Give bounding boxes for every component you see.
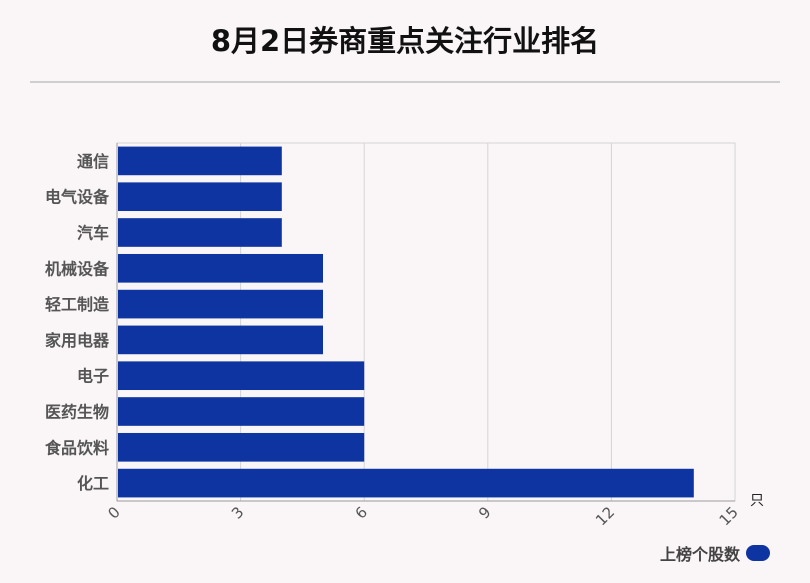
x-tick-label: 6 [352, 503, 371, 522]
bar [118, 397, 365, 426]
x-tick-label: 9 [475, 503, 494, 522]
category-label: 家用电器 [45, 331, 110, 350]
category-label: 医药生物 [45, 403, 109, 422]
bar [118, 146, 282, 176]
category-label: 机械设备 [45, 259, 110, 278]
legend: 上榜个股数 [660, 541, 770, 565]
category-label: 汽车 [77, 224, 109, 243]
x-tick-label: 0 [104, 503, 123, 522]
category-label: 食品饮料 [44, 438, 109, 457]
legend-swatch [746, 545, 770, 561]
category-label: 电子 [77, 367, 109, 386]
bar [118, 289, 323, 319]
x-tick-label: 12 [592, 503, 618, 529]
bar [118, 182, 282, 212]
bar [118, 218, 282, 247]
legend-label: 上榜个股数 [659, 545, 740, 564]
bars [118, 146, 694, 498]
bar [118, 361, 365, 391]
bar [118, 468, 694, 498]
x-tick-labels: 0 3 6 9 12 15 [104, 503, 741, 529]
x-tick-label: 15 [716, 503, 742, 529]
bar [118, 325, 323, 355]
bar [118, 253, 323, 283]
category-label: 化工 [77, 474, 109, 493]
category-label: 通信 [77, 152, 109, 171]
category-label: 电气设备 [45, 188, 110, 207]
bar [118, 432, 365, 462]
title-divider [30, 81, 780, 83]
category-label: 轻工制造 [45, 295, 110, 314]
x-unit-label: 只 [750, 493, 764, 509]
chart-title: 8月2日券商重点关注行业排名 [210, 24, 600, 58]
x-tick-label: 3 [228, 503, 247, 522]
